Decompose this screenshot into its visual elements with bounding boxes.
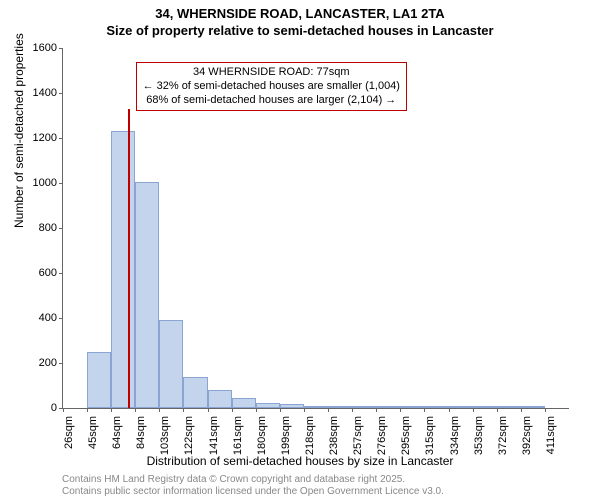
histogram-bar	[159, 320, 183, 408]
x-tick-label: 199sqm	[280, 416, 292, 456]
histogram-bar	[232, 398, 256, 408]
x-tick	[232, 408, 233, 412]
histogram-bar	[208, 390, 232, 408]
histogram-bar	[449, 406, 473, 408]
histogram-bar	[256, 403, 280, 408]
annotation-line2: ← 32% of semi-detached houses are smalle…	[143, 80, 400, 94]
x-tick-label: 411sqm	[545, 416, 557, 456]
y-tick-label: 1600	[33, 42, 57, 54]
histogram-bar	[328, 406, 352, 408]
property-marker-line	[128, 109, 130, 408]
y-tick	[59, 48, 63, 49]
y-tick-label: 1200	[33, 132, 57, 144]
x-tick	[256, 408, 257, 412]
y-tick	[59, 273, 63, 274]
y-tick	[59, 93, 63, 94]
chart-area: 0200400600800100012001400160026sqm45sqm6…	[62, 48, 568, 408]
x-tick-label: 218sqm	[304, 416, 316, 456]
x-tick	[424, 408, 425, 412]
x-tick-label: 103sqm	[159, 416, 171, 456]
x-axis-label: Distribution of semi-detached houses by …	[0, 454, 600, 468]
y-tick	[59, 183, 63, 184]
y-tick-label: 1000	[33, 177, 57, 189]
x-tick	[328, 408, 329, 412]
x-tick	[352, 408, 353, 412]
histogram-bar	[521, 406, 545, 408]
annotation-box: 34 WHERNSIDE ROAD: 77sqm← 32% of semi-de…	[136, 62, 407, 111]
x-tick-label: 353sqm	[473, 416, 485, 456]
x-tick-label: 64sqm	[111, 416, 123, 456]
footer-line1: Contains HM Land Registry data © Crown c…	[62, 474, 444, 486]
plot-region: 0200400600800100012001400160026sqm45sqm6…	[62, 48, 569, 409]
x-tick	[159, 408, 160, 412]
x-tick	[183, 408, 184, 412]
x-tick	[473, 408, 474, 412]
x-tick-label: 276sqm	[376, 416, 388, 456]
footer-attribution: Contains HM Land Registry data © Crown c…	[62, 474, 444, 498]
x-tick	[135, 408, 136, 412]
y-tick	[59, 228, 63, 229]
histogram-bar	[280, 404, 304, 408]
histogram-bar	[424, 406, 448, 408]
x-tick-label: 84sqm	[135, 416, 147, 456]
x-tick	[497, 408, 498, 412]
y-tick	[59, 363, 63, 364]
y-tick-label: 600	[39, 267, 57, 279]
histogram-bar	[497, 406, 521, 408]
histogram-bar	[87, 352, 111, 408]
histogram-bar	[304, 406, 328, 408]
histogram-bar	[183, 377, 207, 409]
y-tick-label: 800	[39, 222, 57, 234]
footer-line2: Contains public sector information licen…	[62, 486, 444, 498]
chart-title-line1: 34, WHERNSIDE ROAD, LANCASTER, LA1 2TA	[0, 0, 600, 21]
x-tick	[280, 408, 281, 412]
x-tick	[449, 408, 450, 412]
x-tick	[111, 408, 112, 412]
y-tick-label: 200	[39, 357, 57, 369]
y-tick	[59, 138, 63, 139]
y-tick-label: 1400	[33, 87, 57, 99]
x-tick-label: 392sqm	[521, 416, 533, 456]
y-tick-label: 400	[39, 312, 57, 324]
histogram-bar	[111, 131, 135, 408]
y-tick-label: 0	[51, 402, 57, 414]
x-tick	[87, 408, 88, 412]
y-axis-label: Number of semi-detached properties	[12, 33, 26, 228]
x-tick	[545, 408, 546, 412]
chart-title-line2: Size of property relative to semi-detach…	[0, 21, 600, 38]
histogram-bar	[473, 406, 497, 408]
x-tick	[521, 408, 522, 412]
x-tick-label: 122sqm	[183, 416, 195, 456]
chart-container: 34, WHERNSIDE ROAD, LANCASTER, LA1 2TA S…	[0, 0, 600, 500]
x-tick	[208, 408, 209, 412]
x-tick-label: 295sqm	[400, 416, 412, 456]
histogram-bar	[135, 182, 159, 408]
x-tick-label: 161sqm	[232, 416, 244, 456]
x-tick-label: 257sqm	[352, 416, 364, 456]
x-tick-label: 238sqm	[328, 416, 340, 456]
x-tick	[63, 408, 64, 412]
histogram-bar	[376, 406, 400, 408]
x-tick	[376, 408, 377, 412]
annotation-line3: 68% of semi-detached houses are larger (…	[143, 94, 400, 108]
y-tick	[59, 318, 63, 319]
x-tick	[400, 408, 401, 412]
x-tick-label: 26sqm	[63, 416, 75, 456]
x-tick-label: 141sqm	[208, 416, 220, 456]
x-tick-label: 180sqm	[256, 416, 268, 456]
x-tick-label: 45sqm	[87, 416, 99, 456]
x-tick-label: 372sqm	[497, 416, 509, 456]
histogram-bar	[400, 406, 424, 408]
annotation-line1: 34 WHERNSIDE ROAD: 77sqm	[143, 66, 400, 80]
histogram-bar	[352, 406, 376, 408]
x-tick-label: 315sqm	[424, 416, 436, 456]
x-tick	[304, 408, 305, 412]
x-tick-label: 334sqm	[449, 416, 461, 456]
